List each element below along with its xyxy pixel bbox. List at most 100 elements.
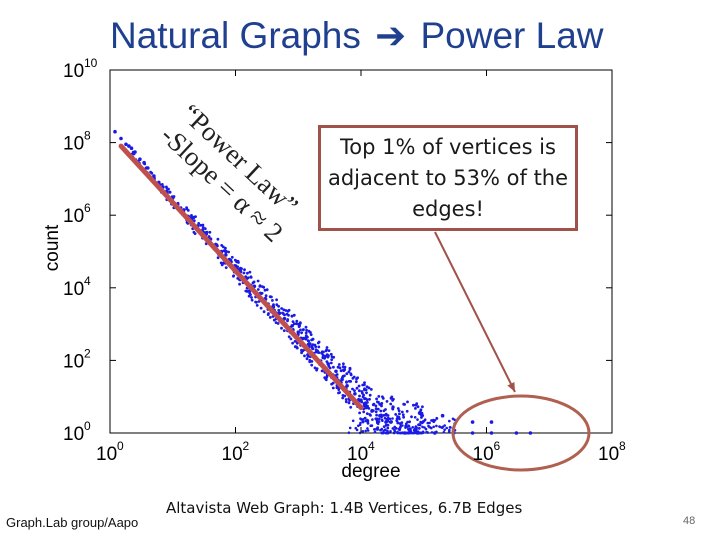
- cloud-point: [344, 400, 348, 404]
- cloud-point: [368, 393, 372, 397]
- callout-box: Top 1% of vertices is adjacent to 53% of…: [318, 125, 578, 231]
- floor-point: [413, 427, 417, 431]
- cloud-point: [358, 394, 361, 398]
- data-point: [470, 420, 475, 424]
- cloud-point: [299, 328, 302, 332]
- cloud-point: [165, 185, 168, 189]
- cloud-point: [365, 412, 369, 415]
- cloud-point: [331, 386, 335, 390]
- cloud-point: [341, 365, 345, 369]
- cloud-point: [410, 415, 413, 419]
- cloud-point: [277, 308, 281, 312]
- floor-point: [435, 416, 439, 420]
- floor-point: [383, 416, 387, 420]
- floor-point: [361, 418, 365, 421]
- cloud-point: [375, 418, 379, 422]
- cloud-point: [270, 295, 273, 299]
- cloud-point: [414, 407, 417, 410]
- cloud-point: [382, 409, 386, 413]
- floor-point: [376, 422, 380, 426]
- floor-point: [407, 425, 411, 428]
- x-tick-exponent: 0: [117, 439, 124, 453]
- data-point: [353, 392, 357, 396]
- cloud-point: [365, 391, 368, 395]
- cloud-point: [203, 227, 207, 231]
- y-tick-exponent: 4: [84, 274, 91, 288]
- cloud-point: [314, 345, 318, 349]
- cloud-point: [325, 375, 329, 379]
- cloud-point: [275, 303, 279, 307]
- cloud-point: [262, 285, 266, 289]
- floor-point: [364, 419, 367, 423]
- cloud-point: [408, 429, 412, 433]
- floor-point: [377, 420, 381, 423]
- page-number: 48: [683, 515, 696, 527]
- y-tick-exponent: 8: [84, 129, 91, 143]
- cloud-point: [368, 413, 372, 416]
- cloud-point: [271, 299, 274, 302]
- x-tick-label: 10: [222, 444, 243, 465]
- cloud-point: [375, 413, 378, 417]
- cloud-point: [168, 190, 172, 194]
- floor-point: [348, 426, 352, 430]
- cloud-point: [259, 306, 263, 310]
- floor-point: [423, 426, 426, 429]
- cloud-point: [216, 237, 220, 241]
- floor-point: [414, 425, 418, 428]
- cloud-point: [310, 344, 314, 348]
- data-point: [345, 384, 349, 388]
- floor-point: [386, 429, 389, 433]
- floor-point: [432, 418, 435, 422]
- cloud-point: [224, 249, 228, 253]
- floor-point: [413, 416, 417, 419]
- cloud-point: [232, 274, 236, 278]
- cloud-point: [306, 354, 310, 358]
- cloud-point: [362, 410, 366, 414]
- x-axis-label: degree: [341, 461, 400, 482]
- cloud-point: [230, 255, 234, 259]
- data-point: [133, 150, 137, 154]
- cloud-point: [397, 409, 401, 413]
- x-tick-label: 10: [473, 444, 494, 465]
- cloud-point: [185, 207, 189, 211]
- cloud-point: [400, 410, 404, 414]
- cloud-point: [351, 387, 354, 391]
- cloud-point: [375, 397, 378, 401]
- cloud-point: [347, 370, 351, 374]
- cloud-point: [311, 337, 315, 341]
- cloud-point: [248, 270, 252, 274]
- cloud-point: [300, 331, 303, 335]
- data-point: [489, 420, 494, 424]
- cloud-point: [391, 405, 395, 409]
- cloud-point: [402, 415, 405, 419]
- y-tick-exponent: 10: [84, 56, 98, 70]
- cloud-point: [264, 294, 268, 298]
- cloud-point: [357, 384, 361, 388]
- cloud-point: [349, 405, 353, 409]
- data-point: [340, 377, 344, 382]
- cloud-point: [247, 289, 251, 293]
- cloud-point: [160, 183, 164, 186]
- cloud-point: [386, 426, 390, 430]
- floor-point: [373, 430, 377, 434]
- cloud-point: [407, 431, 411, 435]
- floor-point: [401, 424, 404, 427]
- cloud-point: [354, 380, 358, 384]
- floor-point: [389, 430, 392, 433]
- cloud-point: [286, 319, 289, 323]
- cloud-point: [310, 360, 314, 363]
- cloud-point: [255, 304, 259, 307]
- cloud-point: [291, 320, 295, 323]
- cloud-point: [421, 414, 425, 417]
- floor-point: [366, 427, 369, 430]
- x-tick-label: 10: [347, 444, 368, 465]
- cloud-point: [407, 427, 410, 431]
- data-point: [514, 431, 519, 435]
- cloud-point: [254, 300, 257, 304]
- floor-point: [435, 424, 438, 428]
- cloud-point: [339, 369, 343, 373]
- cloud-point: [331, 381, 335, 385]
- cloud-point: [347, 379, 351, 383]
- cloud-point: [376, 407, 380, 411]
